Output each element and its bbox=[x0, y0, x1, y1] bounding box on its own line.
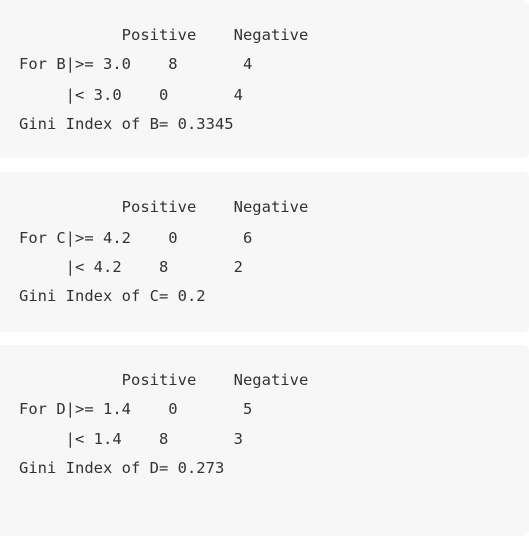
row-greater-equal: For B|>= 3.0 8 4 bbox=[19, 55, 253, 73]
row-less-than: |< 3.0 0 4 bbox=[19, 86, 243, 104]
row-less-than: |< 1.4 8 3 bbox=[19, 430, 243, 448]
gini-index-result: Gini Index of D= 0.273 bbox=[19, 459, 225, 477]
gini-index-result: Gini Index of C= 0.2 bbox=[19, 287, 206, 305]
row-greater-equal: For C|>= 4.2 0 6 bbox=[19, 229, 253, 247]
row-greater-equal: For D|>= 1.4 0 5 bbox=[19, 400, 253, 418]
gini-index-result: Gini Index of B= 0.3345 bbox=[19, 115, 234, 133]
table-header: Positive Negative bbox=[19, 26, 309, 44]
code-output-block-c: Positive Negative For C|>= 4.2 0 6 |< 4.… bbox=[0, 172, 529, 332]
code-output-block-b: Positive Negative For B|>= 3.0 8 4 |< 3.… bbox=[0, 0, 529, 158]
row-less-than: |< 4.2 8 2 bbox=[19, 258, 243, 276]
code-output-block-d: Positive Negative For D|>= 1.4 0 5 |< 1.… bbox=[0, 345, 529, 536]
table-header: Positive Negative bbox=[19, 371, 309, 389]
table-header: Positive Negative bbox=[19, 198, 309, 216]
